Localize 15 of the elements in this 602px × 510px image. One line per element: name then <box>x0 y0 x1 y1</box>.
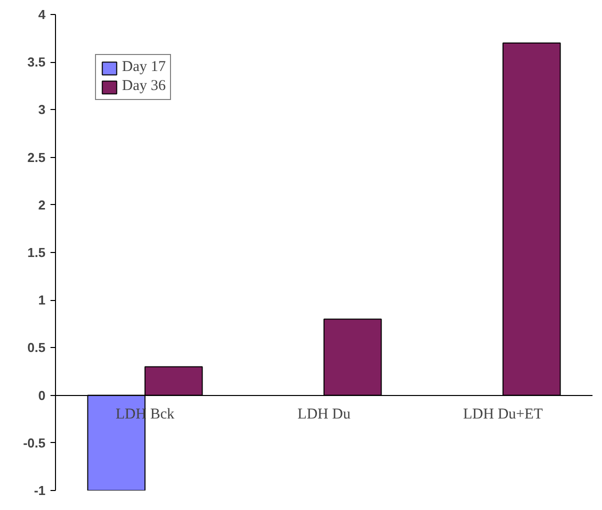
x-tick-label: LDH Du+ET <box>463 406 543 422</box>
legend-label: Day 36 <box>122 78 166 95</box>
x-tick-label: LDH Du <box>298 406 351 422</box>
y-tick-label: 0.5 <box>27 340 46 356</box>
y-tick-label: 2 <box>38 197 46 212</box>
y-tick-label: 4 <box>38 7 46 22</box>
y-tick-label: 1 <box>38 292 46 308</box>
y-tick-label: 3 <box>38 102 46 118</box>
y-tick-label: 0 <box>38 388 46 403</box>
y-tick-label: 2.5 <box>27 150 46 165</box>
y-tick-label: 3.5 <box>27 54 46 70</box>
y-tick-label: 1.5 <box>27 245 46 260</box>
y-tick-label: -1 <box>34 483 46 498</box>
legend-label: Day 17 <box>122 59 166 76</box>
y-tick-label: -0.5 <box>23 435 46 450</box>
